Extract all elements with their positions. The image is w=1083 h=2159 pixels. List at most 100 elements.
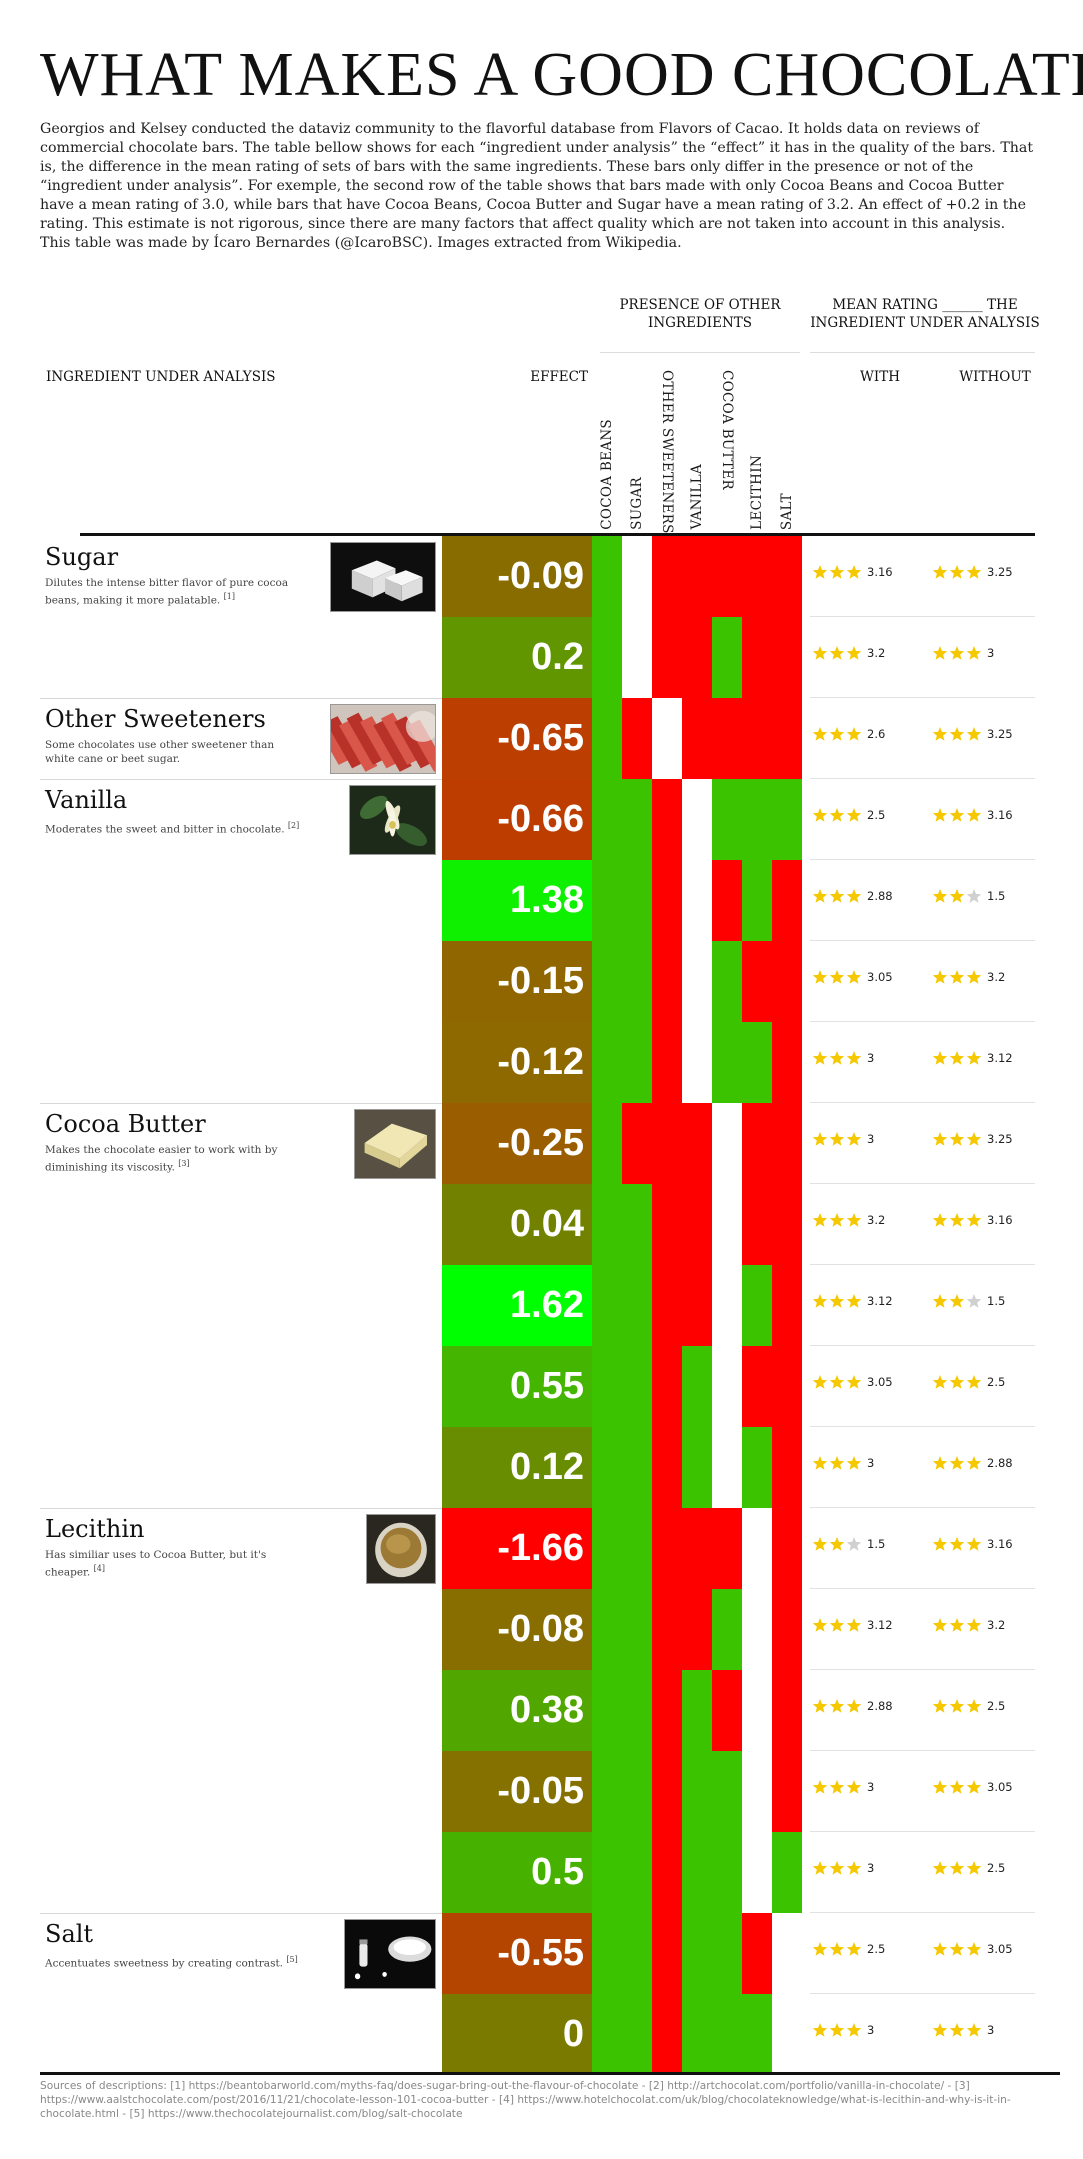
presence-cell-present xyxy=(742,1994,772,2075)
star-icon xyxy=(949,1375,965,1389)
star-icon xyxy=(812,1942,828,1956)
row-separator xyxy=(810,1264,1035,1265)
description-text: Moderates the sweet and bitter in chocol… xyxy=(45,823,285,836)
presence-cell-present xyxy=(712,941,742,1022)
presence-cell-absent xyxy=(682,1589,712,1670)
row-separator xyxy=(810,616,1035,617)
presence-cell-present xyxy=(592,1832,622,1913)
star-icon xyxy=(932,1942,948,1956)
presence-cell-present xyxy=(712,1832,742,1913)
star-icon xyxy=(812,808,828,822)
row-separator xyxy=(810,859,1035,860)
presence-cell-absent xyxy=(652,1832,682,1913)
rating-value: 2.5 xyxy=(867,808,886,822)
star-icon xyxy=(966,1942,982,1956)
rating-value: 3.25 xyxy=(987,1132,1013,1146)
star-icon xyxy=(949,808,965,822)
rating-value: 2.88 xyxy=(867,889,893,903)
ingredient-name: Vanilla xyxy=(45,786,128,814)
star-icon xyxy=(846,1375,862,1389)
star-icon xyxy=(932,1618,948,1632)
ingredient-column-header: INGREDIENT UNDER ANALYSIS xyxy=(46,369,276,385)
presence-cell-absent xyxy=(652,1589,682,1670)
presence-cell-absent xyxy=(712,860,742,941)
ingredient-separator xyxy=(40,698,442,699)
presence-cell-absent xyxy=(742,617,772,698)
rating-value: 3.05 xyxy=(987,1780,1013,1794)
star-icon xyxy=(966,1132,982,1146)
star-icon xyxy=(949,1618,965,1632)
rating-value: 1.5 xyxy=(867,1537,886,1551)
star-icon xyxy=(829,1780,845,1794)
rating-with: 3.16 xyxy=(812,564,893,580)
presence-cell-subject xyxy=(622,536,652,617)
star-icon xyxy=(829,1294,845,1308)
col-header-salt: SALT xyxy=(779,492,795,530)
presence-cell-subject xyxy=(652,698,682,779)
presence-cell-absent xyxy=(742,941,772,1022)
rating-value: 3.2 xyxy=(867,1213,886,1227)
rating-value: 3.12 xyxy=(867,1294,893,1308)
star-icon xyxy=(966,1861,982,1875)
presence-cell-absent xyxy=(682,1103,712,1184)
ingredient-description: Dilutes the intense bitter flavor of pur… xyxy=(45,576,305,608)
footnote-ref: [3] xyxy=(178,1159,190,1168)
star-icon xyxy=(932,889,948,903)
star-icon xyxy=(932,1537,948,1551)
presence-cell-subject xyxy=(682,1022,712,1103)
table-row: -0.05 3 3.05 xyxy=(0,1751,1083,1832)
rating-without: 2.5 xyxy=(932,1374,1005,1390)
rating-value: 1.5 xyxy=(987,889,1006,903)
effect-value: -0.15 xyxy=(442,941,592,1022)
star-icon xyxy=(966,1618,982,1632)
presence-cell-present xyxy=(592,779,622,860)
footnote-ref: [2] xyxy=(287,821,300,830)
rating-value: 3.05 xyxy=(867,970,893,984)
rating-with: 3.2 xyxy=(812,1212,885,1228)
rating-with: 2.88 xyxy=(812,1698,893,1714)
row-separator xyxy=(810,1750,1035,1751)
star-icon xyxy=(949,1942,965,1956)
star-icon xyxy=(829,970,845,984)
rating-value: 3.16 xyxy=(987,1213,1013,1227)
star-icon xyxy=(812,646,828,660)
star-icon xyxy=(949,1537,965,1551)
star-icon xyxy=(932,1375,948,1389)
presence-cell-present xyxy=(712,1994,742,2075)
presence-cell-subject xyxy=(742,1589,772,1670)
presence-cell-subject xyxy=(712,1265,742,1346)
rating-value: 2.5 xyxy=(987,1861,1006,1875)
star-icon xyxy=(812,1375,828,1389)
presence-cell-subject xyxy=(742,1670,772,1751)
presence-cell-subject xyxy=(682,860,712,941)
presence-cell-present xyxy=(592,1103,622,1184)
rating-value: 3 xyxy=(867,1861,875,1875)
effect-value: -0.66 xyxy=(442,779,592,860)
rating-value: 2.5 xyxy=(987,1375,1006,1389)
rating-with: 3 xyxy=(812,1050,874,1066)
rating-without: 3.12 xyxy=(932,1050,1013,1066)
presence-cell-absent xyxy=(742,1184,772,1265)
star-icon xyxy=(949,565,965,579)
star-icon xyxy=(829,1213,845,1227)
presence-cell-absent xyxy=(712,698,742,779)
star-icon xyxy=(949,970,965,984)
salt-dish-photo xyxy=(344,1919,436,1989)
row-separator xyxy=(810,1183,1035,1184)
cocoa-butter-photo xyxy=(354,1109,436,1179)
footnote-ref: [4] xyxy=(93,1564,105,1573)
rating-with: 2.5 xyxy=(812,1941,885,1957)
presence-cell-present xyxy=(622,1994,652,2075)
star-icon xyxy=(932,1780,948,1794)
table-row: Salt Accentuates sweetness by creating co… xyxy=(0,1913,1083,1994)
presence-cell-absent xyxy=(652,1022,682,1103)
star-icon xyxy=(829,2023,845,2037)
rating-value: 3.25 xyxy=(987,565,1013,579)
intro-paragraph: Georgios and Kelsey conducted the datavi… xyxy=(40,121,1034,251)
table-row: 0 3 3 xyxy=(0,1994,1083,2075)
effect-value: 0.2 xyxy=(442,617,592,698)
row-separator xyxy=(810,697,1035,698)
star-icon xyxy=(949,1294,965,1308)
star-icon xyxy=(829,1699,845,1713)
presence-cell-subject xyxy=(682,941,712,1022)
